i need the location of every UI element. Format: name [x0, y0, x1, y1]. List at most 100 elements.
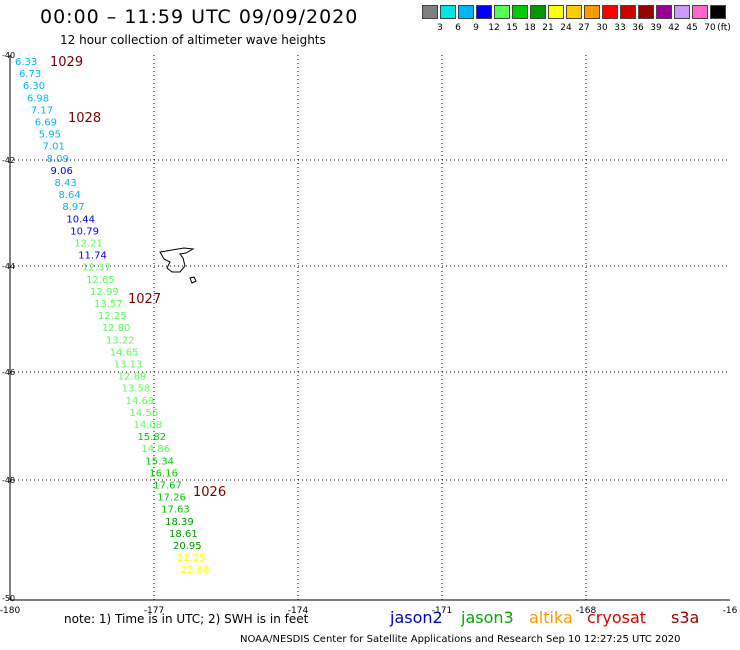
wave-height-reading: 14.65	[110, 347, 139, 358]
legend-label: 36	[632, 23, 644, 33]
longitude-label: -177	[144, 606, 164, 616]
latitude-label: -40	[2, 51, 15, 60]
satellite-cryosat: cryosat	[587, 608, 647, 627]
wave-height-reading: 7.01	[43, 142, 65, 153]
wave-height-reading: 12.37	[82, 263, 111, 274]
wave-height-reading: 14.56	[130, 408, 159, 419]
legend-label: 18	[524, 23, 536, 33]
legend-swatch	[422, 5, 438, 19]
legend-swatch	[512, 5, 528, 19]
wave-height-reading: 13.13	[114, 360, 143, 371]
wave-height-reading: 22.68	[181, 565, 210, 576]
legend-label: 3	[437, 23, 443, 33]
wave-height-reading: 14.86	[141, 444, 170, 455]
legend-label: 9	[473, 23, 479, 33]
wave-height-reading: 12.99	[90, 287, 119, 298]
wave-height-reading: 13.22	[106, 335, 135, 346]
wave-height-reading: 17.63	[161, 505, 190, 516]
wave-height-reading: 15.34	[145, 456, 174, 467]
longitude-label: -174	[288, 606, 309, 616]
wave-height-reading: 10.79	[70, 226, 99, 237]
longitude-label: -180	[0, 606, 20, 616]
legend-swatch	[566, 5, 582, 19]
wave-height-reading: 13.58	[122, 384, 151, 395]
wave-height-reading: 6.69	[35, 118, 57, 129]
latitude-label: -50	[2, 594, 15, 603]
legend-label: 42	[668, 23, 680, 33]
wave-height-reading: 18.61	[169, 529, 198, 540]
legend-swatch	[458, 5, 474, 19]
legend-label: 6	[455, 23, 461, 33]
legend-swatch	[638, 5, 654, 19]
wave-height-reading: 17.26	[157, 493, 186, 504]
wave-height-reading: 21.25	[177, 553, 206, 564]
longitude-label: -171	[432, 606, 452, 616]
legend-label: 39	[650, 23, 662, 33]
latitude-label: -46	[2, 368, 15, 377]
lat-lon-grid	[9, 55, 730, 601]
legend-swatch	[530, 5, 546, 19]
legend-unit: (ft)	[717, 23, 731, 33]
pressure-label: 1027	[128, 292, 161, 307]
wave-height-reading: 12.89	[118, 372, 147, 383]
wave-height-reading: 6.30	[23, 81, 45, 92]
wave-height-reading: 8.97	[62, 202, 84, 213]
chatham-islands	[159, 247, 197, 284]
chart-subtitle: 12 hour collection of altimeter wave hei…	[60, 33, 326, 47]
legend-label: 15	[506, 23, 518, 33]
wave-height-reading: 17.67	[153, 481, 182, 492]
legend-swatch	[584, 5, 600, 19]
wave-height-reading: 12.21	[74, 239, 103, 250]
pressure-label: 1026	[193, 485, 226, 500]
wave-height-reading: 5.95	[39, 130, 61, 141]
wave-height-reading: 15.82	[137, 432, 166, 443]
wave-height-reading: 12.80	[102, 323, 131, 334]
wave-height-reading: 8.43	[55, 178, 77, 189]
wave-height-reading: 6.73	[19, 69, 41, 80]
legend-label: 45	[686, 23, 698, 33]
wave-height-reading: 8.09	[47, 154, 69, 165]
legend-swatch	[494, 5, 510, 19]
latitude-label: -48	[2, 476, 15, 485]
wave-height-reading: 16.16	[149, 468, 178, 479]
wave-height-reading: 11.74	[78, 251, 107, 262]
wave-height-reading: 12.25	[98, 311, 127, 322]
wave-height-reading: 7.17	[31, 105, 53, 116]
legend-swatch	[692, 5, 708, 19]
chart-title: 00:00 – 11:59 UTC 09/09/2020	[40, 6, 359, 28]
legend-swatch	[656, 5, 672, 19]
wave-height-reading: 12.65	[86, 275, 115, 286]
satellite-altika: altika	[529, 608, 573, 627]
legend-label: 24	[560, 23, 572, 33]
latitude-label: -44	[2, 262, 15, 271]
legend-label: 12	[488, 23, 500, 33]
credit-line: NOAA/NESDIS Center for Satellite Applica…	[240, 634, 681, 645]
legend-label: 33	[614, 23, 626, 33]
legend-swatch	[440, 5, 456, 19]
wave-height-reading: 6.98	[27, 93, 49, 104]
wave-height-reading: 13.57	[94, 299, 123, 310]
legend-swatch	[620, 5, 636, 19]
satellite-s3a: s3a	[671, 608, 700, 627]
legend-swatch	[674, 5, 690, 19]
longitude-label: -16	[723, 606, 738, 616]
footnote: note: 1) Time is in UTC; 2) SWH is in fe…	[64, 612, 309, 626]
wave-height-reading: 20.95	[173, 541, 202, 552]
legend-swatch	[710, 5, 726, 19]
wave-height-reading: 14.08	[134, 420, 163, 431]
wave-height-reading: 8.64	[58, 190, 80, 201]
legend-swatch	[602, 5, 618, 19]
wave-height-reading: 14.69	[126, 396, 155, 407]
wave-height-reading: 18.39	[165, 517, 194, 528]
pressure-label: 1029	[50, 55, 83, 70]
satellite-jason2: jason2	[390, 608, 443, 627]
legend-label: 27	[578, 23, 590, 33]
satellite-jason3: jason3	[461, 608, 514, 627]
wave-height-reading: 9.06	[51, 166, 73, 177]
legend-swatch	[548, 5, 564, 19]
latitude-label: -42	[2, 156, 15, 165]
wave-height-reading: 10.44	[66, 214, 95, 225]
legend-label: 21	[542, 23, 554, 33]
legend-label: 30	[596, 23, 608, 33]
